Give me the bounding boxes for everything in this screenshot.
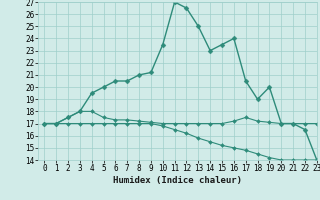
X-axis label: Humidex (Indice chaleur): Humidex (Indice chaleur) [113,176,242,185]
